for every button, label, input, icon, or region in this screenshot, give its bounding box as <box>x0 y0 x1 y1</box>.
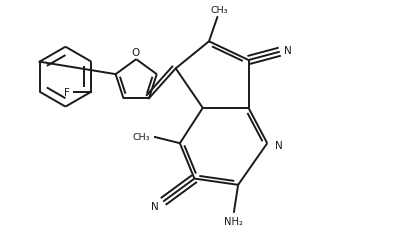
Text: O: O <box>131 48 140 58</box>
Text: CH₃: CH₃ <box>133 132 150 141</box>
Text: N: N <box>284 46 292 56</box>
Text: N: N <box>151 202 159 211</box>
Text: CH₃: CH₃ <box>211 6 228 15</box>
Text: F: F <box>64 87 69 97</box>
Text: N: N <box>275 141 283 151</box>
Text: NH₂: NH₂ <box>224 216 243 226</box>
